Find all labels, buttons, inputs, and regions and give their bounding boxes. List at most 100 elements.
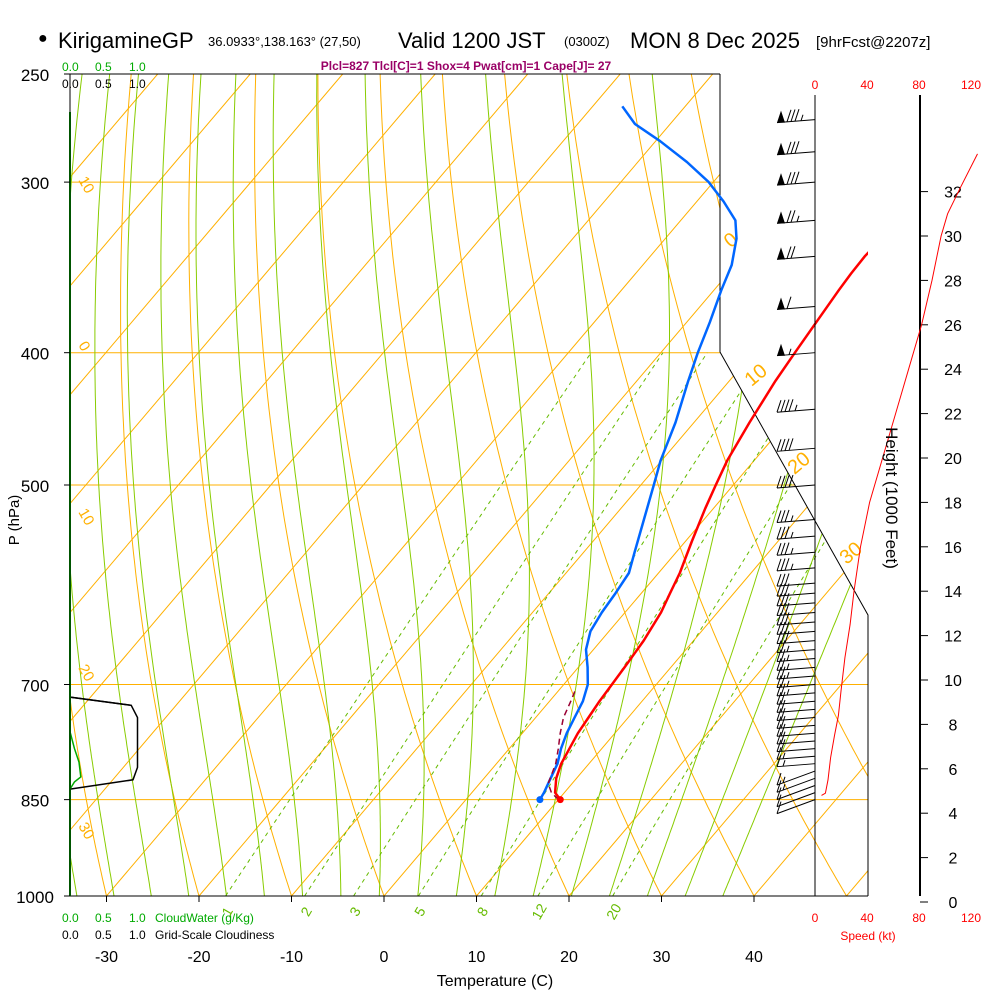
mixing-ratio-label: 8 [474, 904, 492, 919]
height-tick-label: 6 [949, 762, 958, 779]
cloudiness-tick: 0.0 [62, 77, 79, 91]
cloud-water-label: CloudWater (g/Kg) [155, 911, 254, 925]
wind-barb [776, 558, 816, 572]
isotherm-line [70, 74, 251, 287]
barb-pennant [777, 110, 785, 123]
barb-staff [776, 755, 816, 760]
barb-flag [776, 649, 782, 662]
wind-barb [776, 657, 816, 671]
isotherm-line [291, 216, 868, 896]
speed-tick-label: 0 [812, 78, 819, 92]
barb-flag [784, 630, 790, 644]
moist-adiabat-line [195, 74, 265, 896]
height-tick-label: 8 [949, 717, 958, 734]
moist-adiabat-line [316, 74, 381, 896]
wind-barb [776, 630, 816, 645]
barb-flag [790, 210, 796, 223]
barb-flag [780, 631, 786, 644]
barb-half [786, 654, 790, 661]
speed-tick-label: 80 [912, 911, 926, 925]
isotherm-line [70, 74, 714, 831]
barb-staff [776, 535, 816, 540]
barb-staff [776, 708, 816, 713]
wind-barb [776, 171, 816, 186]
barb-flag [780, 666, 786, 679]
barb-flag [784, 509, 790, 523]
barb-pennant [777, 297, 785, 310]
cloudiness-label: Grid-Scale Cloudiness [155, 928, 274, 942]
barb-pennant [777, 211, 785, 224]
wind-barb [776, 799, 816, 815]
mixing-ratio-line [612, 469, 868, 896]
barb-staff [776, 567, 816, 572]
barb-flag [780, 542, 786, 556]
pressure-tick-label: 500 [21, 477, 49, 496]
isotherm-label: 30 [75, 820, 98, 843]
barb-half [786, 663, 790, 670]
isotherm-line [70, 74, 344, 396]
speed-tick-label: 120 [961, 911, 981, 925]
barb-flag [776, 787, 782, 800]
temperature-tick-label: 0 [380, 949, 389, 966]
height-tick-label: 4 [949, 806, 958, 823]
barb-pennant [777, 247, 785, 260]
barb-staff [776, 582, 816, 587]
barb-staff [776, 408, 816, 413]
dry-adiabat-line [188, 74, 293, 896]
temperature-tick-label: 20 [560, 949, 578, 966]
isotherm-line [846, 869, 868, 896]
barb-flag [776, 700, 782, 713]
barb-flag [776, 683, 782, 697]
barb-staff [776, 592, 816, 597]
wind-barb [776, 739, 816, 753]
height-tick-label: 18 [944, 495, 962, 512]
cloud-water-tick: 0.0 [62, 60, 79, 74]
barb-flag [776, 675, 782, 688]
barb-flag [780, 399, 786, 413]
barb-half [786, 688, 790, 696]
dry-adiabat-line [317, 74, 478, 896]
dry-adiabat-line [254, 74, 385, 896]
barb-flag [776, 526, 782, 540]
barb-staff [776, 675, 816, 680]
barb-half [790, 563, 794, 570]
pressure-tick-label: 250 [21, 66, 49, 85]
barb-flag [780, 723, 786, 737]
barb-flag [790, 171, 796, 185]
wind-barb [776, 246, 816, 260]
temperature-tick-label: 40 [745, 949, 763, 966]
barb-staff [776, 716, 816, 721]
cloudiness-tick: 0.5 [95, 928, 112, 942]
wind-barb [776, 640, 816, 654]
speed-tick-label: 120 [961, 78, 981, 92]
wind-barb [776, 675, 816, 689]
barb-flag [784, 399, 790, 412]
barb-flag [776, 558, 782, 572]
cloud-water-tick: 1.0 [129, 60, 146, 74]
moist-adiabat-line [722, 540, 868, 896]
station-name: KirigamineGP [58, 28, 194, 53]
barb-flag [780, 657, 786, 671]
station-bullet-icon: ● [38, 30, 48, 47]
isotherm-line [70, 74, 436, 505]
cloud-panel [69, 112, 139, 896]
speed-tick-label: 40 [860, 78, 874, 92]
barb-staff [776, 785, 816, 800]
barb-flag [776, 724, 782, 737]
speed-axis-label: Speed (kt) [840, 929, 895, 943]
height-tick-label: 28 [944, 273, 962, 290]
temperature-tick-label: 30 [653, 949, 671, 966]
mixing-ratio-line [353, 352, 708, 896]
isotherm-label: 0 [75, 339, 94, 355]
barb-flag [776, 780, 782, 793]
barb-flag [784, 573, 790, 586]
isotherm-label: 10 [75, 506, 98, 529]
barb-flag [786, 210, 792, 223]
temperature-tick-label: -30 [95, 949, 118, 966]
moist-adiabat-line [160, 74, 228, 896]
moist-adiabat-line [272, 74, 342, 896]
height-tick-label: 24 [944, 362, 962, 379]
cloud-water-tick: 0.0 [62, 911, 79, 925]
dry-adiabat-line [566, 74, 848, 896]
barb-half [786, 680, 790, 687]
